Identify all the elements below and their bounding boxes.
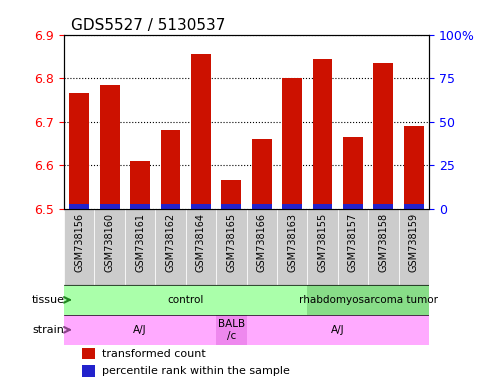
- Text: GSM738166: GSM738166: [257, 212, 267, 271]
- Bar: [282, 78, 302, 209]
- Bar: [100, 204, 120, 209]
- Text: GSM738158: GSM738158: [378, 212, 388, 271]
- Bar: [70, 204, 89, 209]
- Bar: [404, 204, 423, 209]
- Bar: [186, 209, 216, 285]
- Text: percentile rank within the sample: percentile rank within the sample: [103, 366, 290, 376]
- Text: GSM738165: GSM738165: [226, 212, 236, 271]
- Text: GSM738162: GSM738162: [166, 212, 176, 271]
- Bar: [252, 139, 272, 209]
- Bar: [155, 209, 186, 285]
- Bar: [161, 204, 180, 209]
- Text: A/J: A/J: [331, 325, 345, 335]
- Text: GSM738157: GSM738157: [348, 212, 358, 272]
- Text: GSM738164: GSM738164: [196, 212, 206, 271]
- Text: transformed count: transformed count: [103, 349, 206, 359]
- Bar: [221, 180, 241, 209]
- Text: GSM738160: GSM738160: [105, 212, 115, 271]
- Bar: [307, 209, 338, 285]
- Bar: [282, 204, 302, 209]
- Bar: [313, 58, 332, 209]
- Text: strain: strain: [33, 325, 65, 335]
- Bar: [130, 204, 150, 209]
- Text: tissue: tissue: [32, 295, 65, 305]
- Bar: [216, 315, 246, 345]
- Bar: [221, 204, 241, 209]
- Bar: [216, 209, 246, 285]
- Bar: [130, 161, 150, 209]
- Bar: [125, 209, 155, 285]
- Bar: [307, 285, 429, 315]
- Bar: [338, 209, 368, 285]
- Text: GDS5527 / 5130537: GDS5527 / 5130537: [71, 18, 226, 33]
- Bar: [246, 209, 277, 285]
- Bar: [64, 209, 95, 285]
- Bar: [191, 54, 211, 209]
- Text: GSM738163: GSM738163: [287, 212, 297, 271]
- Bar: [82, 365, 95, 377]
- Text: GSM738155: GSM738155: [317, 212, 327, 272]
- Text: GSM738159: GSM738159: [409, 212, 419, 271]
- Bar: [373, 63, 393, 209]
- Bar: [252, 204, 272, 209]
- Bar: [95, 209, 125, 285]
- Bar: [100, 84, 120, 209]
- Bar: [343, 137, 363, 209]
- Bar: [368, 209, 398, 285]
- Bar: [313, 204, 332, 209]
- Text: control: control: [168, 295, 204, 305]
- Bar: [373, 204, 393, 209]
- Text: rhabdomyosarcoma tumor: rhabdomyosarcoma tumor: [299, 295, 438, 305]
- Bar: [70, 93, 89, 209]
- Bar: [64, 315, 216, 345]
- Bar: [398, 209, 429, 285]
- Text: A/J: A/J: [133, 325, 147, 335]
- Text: GSM738156: GSM738156: [74, 212, 84, 271]
- Bar: [82, 348, 95, 359]
- Bar: [246, 315, 429, 345]
- Bar: [343, 204, 363, 209]
- Text: BALB
/c: BALB /c: [218, 319, 245, 341]
- Bar: [404, 126, 423, 209]
- Bar: [64, 285, 307, 315]
- Bar: [191, 204, 211, 209]
- Bar: [277, 209, 307, 285]
- Bar: [161, 130, 180, 209]
- Text: GSM738161: GSM738161: [135, 212, 145, 271]
